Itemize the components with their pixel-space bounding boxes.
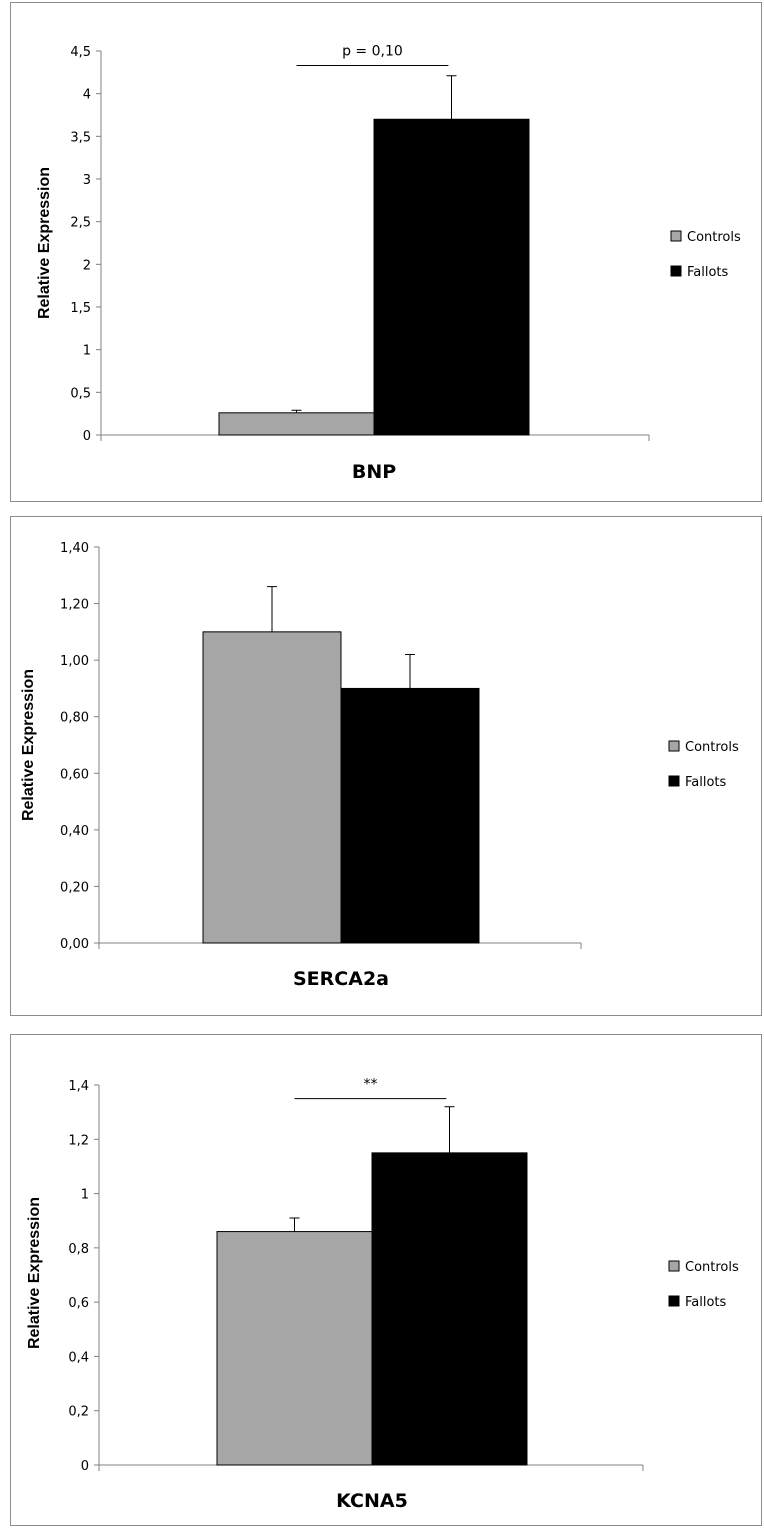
y-tick-label: 3 — [83, 173, 91, 188]
x-category-label: SERCA2a — [293, 968, 389, 990]
serca2a-chart-panel: 0,00 0,20 0,40 0,60 0,80 1,00 1,20 1,40 SERCA2a R… — [10, 516, 762, 1016]
legend-swatch-controls — [668, 740, 680, 752]
legend-swatch-fallots — [668, 1295, 680, 1307]
bar-fallots-kcna5 — [371, 1152, 528, 1466]
legend-label-fallots: Fallots — [685, 1295, 727, 1310]
y-tick-label: 0,40 — [60, 824, 89, 839]
y-tick-label: 4 — [83, 88, 91, 103]
y-tick-label: 1,5 — [70, 301, 91, 316]
y-tick-label: 0,5 — [70, 386, 91, 401]
bnp-chart: 0 0,5 1 1,5 2 2,5 3 3,5 4 4,5 p = 0,10 BNP Relative … — [36, 44, 741, 483]
legend-label-controls: Controls — [687, 230, 741, 245]
y-tick-label: 1,20 — [60, 598, 89, 613]
legend-label-controls: Controls — [685, 740, 739, 755]
y-tick-label: 0,00 — [60, 937, 89, 952]
significance-label: p = 0,10 — [342, 44, 403, 60]
y-tick-label: 0 — [81, 1459, 89, 1474]
bnp-chart-panel: 0 0,5 1 1,5 2 2,5 3 3,5 4 4,5 p = 0,10 BNP Relative … — [10, 2, 762, 502]
bar-controls-kcna5 — [216, 1231, 373, 1466]
legend-label-fallots: Fallots — [687, 265, 729, 280]
y-tick-label: 0,6 — [68, 1296, 89, 1311]
legend-swatch-controls — [668, 1260, 680, 1272]
bar-fallots-serca2a — [340, 687, 480, 944]
y-tick-label: 2,5 — [70, 216, 91, 231]
bar-fallots-bnp — [373, 118, 530, 436]
serca2a-chart: 0,00 0,20 0,40 0,60 0,80 1,00 1,20 1,40 SERCA2a R… — [20, 541, 739, 990]
y-tick-label: 3,5 — [70, 130, 91, 145]
y-tick-label: 0,8 — [68, 1242, 89, 1257]
legend-label-controls: Controls — [685, 1260, 739, 1275]
legend-swatch-controls — [670, 230, 682, 242]
legend-swatch-fallots — [668, 775, 680, 787]
kcna5-chart-panel: 0 0,2 0,4 0,6 0,8 1 1,2 1,4 ** KCNA5 Relative Expr… — [10, 1034, 762, 1526]
y-axis-title: Relative Expression — [26, 1197, 43, 1349]
y-tick-label: 2 — [83, 258, 91, 273]
kcna5-chart: 0 0,2 0,4 0,6 0,8 1 1,2 1,4 ** KCNA5 Relative Expr… — [26, 1077, 739, 1512]
y-tick-label: 0,60 — [60, 767, 89, 782]
y-tick-label: 0,80 — [60, 711, 89, 726]
x-category-label: KCNA5 — [336, 1490, 408, 1512]
y-tick-label: 0,2 — [68, 1405, 89, 1420]
y-axis-title: Relative Expression — [36, 167, 53, 319]
y-tick-label: 1 — [83, 344, 91, 359]
y-tick-label: 1,2 — [68, 1133, 89, 1148]
y-axis-title: Relative Expression — [20, 669, 37, 821]
bar-controls-serca2a — [202, 631, 342, 944]
x-category-label: BNP — [352, 461, 396, 483]
y-tick-label: 1,40 — [60, 541, 89, 556]
y-tick-label: 1,4 — [68, 1079, 89, 1094]
y-tick-label: 1,00 — [60, 654, 89, 669]
y-tick-label: 0,20 — [60, 880, 89, 895]
significance-label: ** — [363, 1077, 377, 1093]
legend-swatch-fallots — [670, 265, 682, 277]
bar-controls-bnp — [218, 412, 375, 436]
y-tick-label: 4,5 — [70, 45, 91, 60]
y-tick-label: 1 — [81, 1188, 89, 1203]
y-tick-label: 0,4 — [68, 1350, 89, 1365]
legend-label-fallots: Fallots — [685, 775, 727, 790]
y-tick-label: 0 — [83, 429, 91, 444]
